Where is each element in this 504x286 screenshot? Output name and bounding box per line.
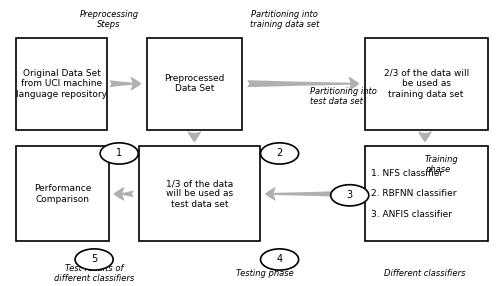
- Text: 4: 4: [277, 255, 283, 265]
- Text: 3: 3: [347, 190, 353, 200]
- Circle shape: [100, 143, 138, 164]
- FancyBboxPatch shape: [139, 146, 260, 241]
- Text: 1/3 of the data
will be used as
test data set: 1/3 of the data will be used as test dat…: [166, 179, 233, 209]
- FancyBboxPatch shape: [147, 38, 242, 130]
- Text: Partitioning into
training data set: Partitioning into training data set: [250, 10, 319, 29]
- FancyArrowPatch shape: [418, 131, 432, 142]
- Text: 2/3 of the data will
be used as
training data set: 2/3 of the data will be used as training…: [384, 69, 469, 99]
- Text: 1. NFS classifier

2. RBFNN classifier

3. ANFIS classifier: 1. NFS classifier 2. RBFNN classifier 3.…: [371, 169, 456, 219]
- Circle shape: [75, 249, 113, 270]
- Text: Preprocessing
Steps: Preprocessing Steps: [80, 10, 139, 29]
- FancyBboxPatch shape: [17, 38, 107, 130]
- Text: Original Data Set
from UCI machine
language repository: Original Data Set from UCI machine langu…: [16, 69, 107, 99]
- FancyBboxPatch shape: [365, 146, 487, 241]
- FancyBboxPatch shape: [365, 38, 487, 130]
- Text: Test results of
different classifiers: Test results of different classifiers: [54, 264, 134, 283]
- Text: Performance
Comparison: Performance Comparison: [34, 184, 92, 204]
- Circle shape: [261, 143, 298, 164]
- FancyArrowPatch shape: [109, 77, 142, 91]
- Circle shape: [331, 185, 369, 206]
- Text: Testing phase: Testing phase: [236, 269, 293, 278]
- Text: Different classifiers: Different classifiers: [384, 269, 466, 278]
- FancyArrowPatch shape: [187, 131, 201, 142]
- Text: 2: 2: [276, 148, 283, 158]
- Text: 5: 5: [91, 255, 97, 265]
- Text: Preprocessed
Data Set: Preprocessed Data Set: [164, 74, 225, 94]
- Circle shape: [261, 249, 298, 270]
- FancyArrowPatch shape: [113, 187, 134, 201]
- FancyBboxPatch shape: [17, 146, 109, 241]
- Text: Partitioning into
test data set: Partitioning into test data set: [309, 87, 376, 106]
- FancyArrowPatch shape: [247, 77, 359, 91]
- Text: Training
phase: Training phase: [425, 155, 459, 174]
- FancyArrowPatch shape: [265, 187, 359, 201]
- Text: 1: 1: [116, 148, 122, 158]
